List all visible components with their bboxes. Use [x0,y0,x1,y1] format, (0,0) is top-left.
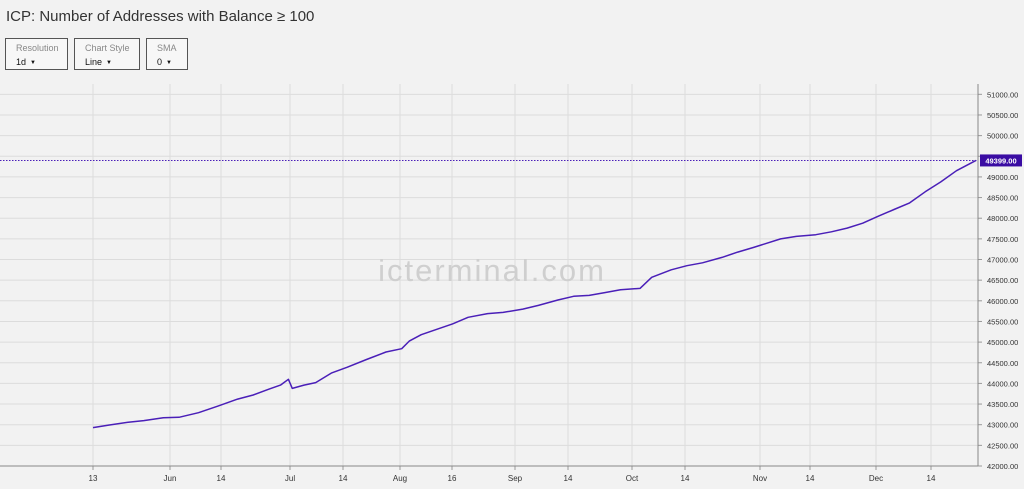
y-tick-label: 44500.00 [987,359,1018,368]
x-tick-label: 13 [89,474,98,483]
resolution-dropdown[interactable]: Resolution 1d ▼ [5,38,68,70]
series-line [92,159,977,429]
sma-label: SMA [157,43,177,53]
caret-down-icon: ▼ [166,60,172,66]
y-tick-label: 42500.00 [987,441,1018,450]
grid [0,84,978,467]
y-tick-label: 43500.00 [987,400,1018,409]
chart-style-value: Line [85,57,103,67]
sma-value-row: 0 ▼ [157,56,187,70]
axes: 13 Jun 14 Jul 14 Aug 16 Sep 14 Oct 14 Nov 14 Dec 14 510… [0,84,1018,483]
watermark: icterminal.com [378,253,606,288]
x-tick-label: Dec [869,474,883,483]
y-tick-label: 46000.00 [987,297,1018,306]
y-tick-label: 46500.00 [987,276,1018,285]
series-layer [92,159,977,429]
y-tick-label: 50500.00 [987,111,1018,120]
resolution-value-row: 1d ▼ [16,56,67,70]
y-tick-label: 51000.00 [987,90,1018,99]
resolution-label: Resolution [16,43,59,53]
y-tick-label: 42000.00 [987,462,1018,471]
x-tick-label: 14 [564,474,573,483]
resolution-value: 1d [16,57,27,67]
x-tick-label: Jul [285,474,295,483]
x-tick-label: 14 [217,474,226,483]
x-tick-label: Aug [393,474,407,483]
x-tick-label: 16 [448,474,457,483]
y-tick-label: 43000.00 [987,421,1018,430]
x-tick-label: 14 [927,474,936,483]
chart-title: ICP: Number of Addresses with Balance ≥ … [6,8,315,25]
y-tick-label: 47500.00 [987,235,1018,244]
y-tick-label: 44000.00 [987,379,1018,388]
caret-down-icon: ▼ [106,60,112,66]
x-tick-label: 14 [806,474,815,483]
y-tick-label: 47000.00 [987,256,1018,265]
y-tick-label: 45000.00 [987,338,1018,347]
chart-style-dropdown[interactable]: Chart Style Line ▼ [74,38,140,70]
last-value-badge [980,154,1022,167]
chart-style-value-row: Line ▼ [85,56,139,70]
x-tick-label: Jun [164,474,177,483]
y-tick-label: 50000.00 [987,132,1018,141]
last-value-label: 49399.00 [985,156,1016,165]
chart-style-label: Chart Style [85,43,130,53]
x-tick-label: Nov [753,474,767,483]
y-tick-label: 49000.00 [987,173,1018,182]
sma-dropdown[interactable]: SMA 0 ▼ [146,38,188,70]
y-tick-label: 45500.00 [987,317,1018,326]
x-tick-label: 14 [681,474,690,483]
plot-background [0,84,1024,489]
y-tick-label: 48500.00 [987,194,1018,203]
x-tick-label: Oct [626,474,639,483]
last-value-marker: 49399.00 [0,154,1022,167]
caret-down-icon: ▼ [30,60,36,66]
x-tick-label: 14 [339,474,348,483]
sma-value: 0 [157,57,163,67]
x-tick-label: Sep [508,474,523,483]
y-tick-label: 48000.00 [987,214,1018,223]
